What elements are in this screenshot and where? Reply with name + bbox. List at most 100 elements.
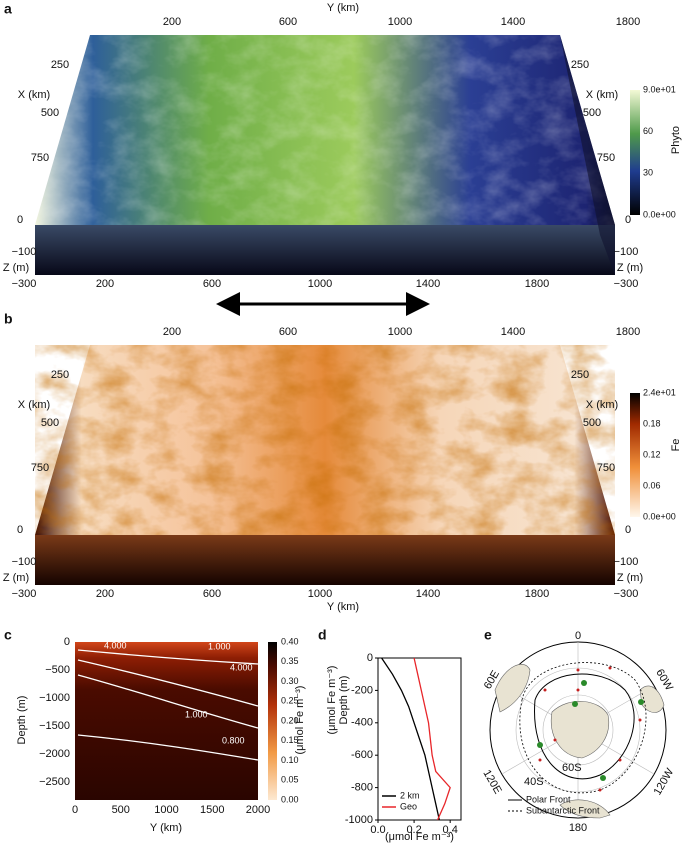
x-title: X (km) [18, 399, 50, 411]
x-tick-label: 750 [31, 462, 49, 474]
colorbar-tick-label: 60 [643, 126, 653, 136]
meridian-label: 0 [575, 630, 581, 642]
x-tick-label: 250 [571, 369, 589, 381]
x-tick-label: 250 [51, 369, 69, 381]
z-tick-label: −100 [12, 246, 37, 258]
top-tick-label: 1800 [616, 326, 640, 338]
parallel-label: 60S [562, 762, 582, 774]
contour [77, 734, 259, 761]
colorbar-title: Fe [670, 439, 682, 452]
top-tick-label: 1000 [388, 326, 412, 338]
colorbar [630, 393, 640, 517]
x-tick-label: 0.4 [443, 824, 458, 836]
colorbar-tick-label: 30 [643, 168, 653, 178]
z-tick-label: −300 [12, 278, 37, 290]
colorbar [630, 90, 640, 215]
bottom-tick-label: 1800 [525, 278, 549, 290]
z-title: Z (m) [3, 262, 29, 274]
bottom-tick-label: 200 [96, 278, 114, 290]
top-tick-label: 1800 [616, 16, 640, 28]
africa [494, 664, 531, 713]
contours [77, 649, 259, 761]
series-line [413, 657, 451, 821]
colorbar-tick-label: 0.00 [281, 794, 299, 804]
panel-label: e [484, 627, 492, 643]
bottom-tick-label: 200 [96, 588, 114, 600]
floats [537, 680, 644, 781]
parallel-label: 40S [524, 776, 544, 788]
y-tick-label: -200 [351, 684, 373, 696]
bottom-tick-label: 600 [203, 588, 221, 600]
colorbar-tick-label: 2.4e+01 [643, 387, 676, 397]
y-tick-label: -1000 [345, 814, 373, 826]
x-title: X (km) [18, 89, 50, 101]
z-title: Z (m) [617, 572, 643, 584]
axis-title: Depth (m) [16, 696, 28, 745]
legend-label: Polar Front [526, 794, 571, 804]
depth-face [35, 535, 615, 585]
y-tick-label: -800 [351, 782, 373, 794]
bottom-tick-label: 600 [203, 278, 221, 290]
x-tick-label: 1000 [154, 804, 178, 816]
axis-unit: (μmol Fe m⁻³) [326, 666, 338, 735]
colorbar-tick-label: 9.0e+01 [643, 84, 676, 94]
top-tick-label: 600 [279, 16, 297, 28]
z-tick-label: −300 [12, 588, 37, 600]
bottom-tick-label: 1400 [416, 588, 440, 600]
x-tick-label: 1500 [200, 804, 224, 816]
axis-title: (μmol Fe m⁻³) [385, 831, 454, 843]
bottom-tick-label: 1400 [416, 278, 440, 290]
legend-label: Geo [400, 801, 417, 811]
colorbar-tick-label: 0.05 [281, 775, 299, 785]
x-tick-label: 500 [583, 107, 601, 119]
legend-label: Subantarctic Front [526, 805, 600, 815]
z-tick-label: −100 [12, 556, 37, 568]
z-tick-label: −300 [614, 588, 639, 600]
colorbar-tick-label: 0.12 [643, 449, 661, 459]
polar-front [534, 673, 635, 780]
x-tick-label: 0 [625, 524, 631, 536]
y-tick-label: −1500 [39, 720, 70, 732]
side-face [560, 35, 615, 275]
x-tick-label: 0 [625, 214, 631, 226]
panel-label: b [4, 311, 13, 327]
colorbar-tick-label: 0.20 [281, 715, 299, 725]
surface-texture [35, 345, 615, 535]
x-tick-label: 0.2 [406, 824, 421, 836]
panel-a [35, 35, 640, 275]
x-tick-label: 250 [51, 59, 69, 71]
panel-label: a [4, 1, 12, 17]
stations [538, 666, 642, 792]
x-tick-label: 250 [571, 59, 589, 71]
x-tick-label: 500 [41, 417, 59, 429]
colorbar-tick-label: 0.0e+00 [643, 511, 676, 521]
z-tick-label: −100 [614, 246, 639, 258]
bottom-tick-label: 1800 [525, 588, 549, 600]
x-tick-label: 0 [17, 214, 23, 226]
x-tick-label: 2000 [246, 804, 270, 816]
x-tick-label: 750 [597, 152, 615, 164]
y-tick-label: -600 [351, 749, 373, 761]
y-tick-label: 0 [64, 636, 70, 648]
contour-label: 1.000 [185, 709, 208, 719]
top-tick-label: 1000 [388, 16, 412, 28]
panel-label: c [4, 627, 12, 643]
colorbar-title: (μmol Fe m⁻³) [294, 686, 306, 755]
colorbar-title: Phyto [670, 126, 682, 154]
x-tick-label: 0 [17, 524, 23, 536]
contour-label: 4.000 [230, 662, 253, 672]
y-tick-label: -400 [351, 717, 373, 729]
top-tick-label: 1400 [501, 16, 525, 28]
x-title: X (km) [586, 89, 618, 101]
panel-c [75, 642, 277, 800]
colorbar-tick-label: 0.18 [643, 418, 661, 428]
x-tick-label: 750 [31, 152, 49, 164]
series-line [381, 657, 440, 821]
y-tick-label: −1000 [39, 692, 70, 704]
contour [77, 659, 259, 707]
contour [77, 649, 259, 665]
panel-e [489, 641, 667, 819]
colorbar-tick-label: 0.15 [281, 735, 299, 745]
x-tick-label: 500 [112, 804, 130, 816]
